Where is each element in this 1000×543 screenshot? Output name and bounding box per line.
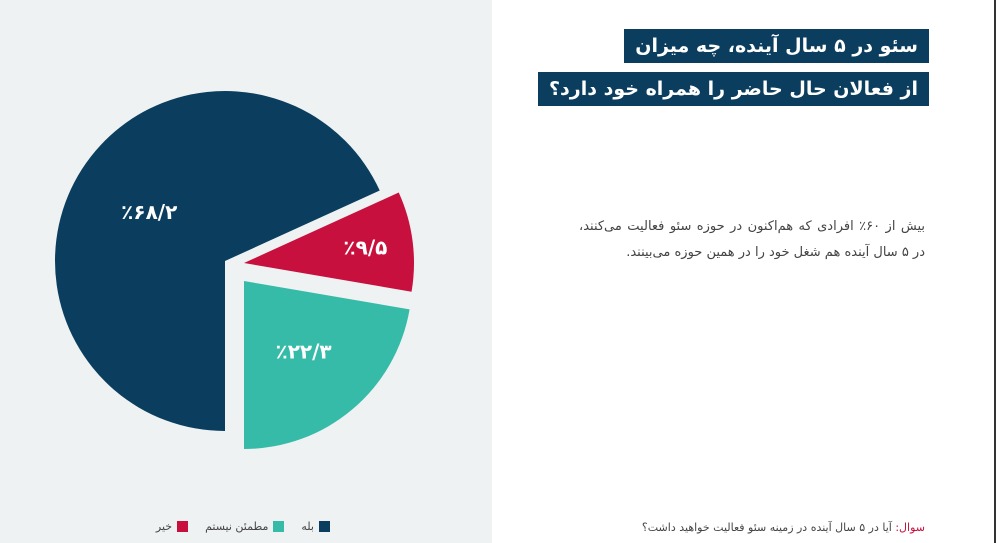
- survey-question: سوال: آیا در ۵ سال آینده در زمینه سئو فع…: [642, 521, 925, 534]
- page-title-line1: سئو در ۵ سال آینده، چه میزان: [624, 29, 929, 63]
- question-label: سوال:: [895, 521, 925, 534]
- legend-item-unsure: مطمئن نیستم: [205, 520, 285, 533]
- pie-label-yes: ٪۶۸/۲: [121, 200, 177, 224]
- chart-panel: ٪۶۸/۲ ٪۹/۵ ٪۲۲/۳ بله مطمئن نیستم خیر: [0, 0, 492, 543]
- pie-label-no: ٪۹/۵: [343, 235, 387, 259]
- pie-chart: ٪۶۸/۲ ٪۹/۵ ٪۲۲/۳: [55, 90, 414, 449]
- legend-swatch-unsure: [273, 521, 285, 532]
- pie-slice-yes: [55, 90, 380, 431]
- chart-legend: بله مطمئن نیستم خیر: [146, 520, 330, 533]
- question-text: آیا در ۵ سال آینده در زمینه سئو فعالیت خ…: [641, 521, 892, 534]
- page-title-line2: از فعالان حال حاضر را همراه خود دارد؟: [538, 72, 929, 106]
- pie-label-unsure: ٪۲۲/۳: [275, 340, 331, 364]
- legend-swatch-yes: [319, 521, 330, 532]
- legend-item-yes: بله: [301, 520, 330, 533]
- description-text: بیش از ۶۰٪ افرادی که هم‌اکنون در حوزه سئ…: [579, 219, 925, 260]
- pie-slice-unsure: [244, 281, 410, 449]
- legend-label-no: خیر: [155, 520, 173, 533]
- legend-label-unsure: مطمئن نیستم: [205, 520, 269, 533]
- legend-label-yes: بله: [301, 520, 314, 533]
- legend-item-no: خیر: [155, 520, 189, 533]
- pie-slice-no: [244, 192, 414, 292]
- legend-swatch-no: [177, 521, 189, 532]
